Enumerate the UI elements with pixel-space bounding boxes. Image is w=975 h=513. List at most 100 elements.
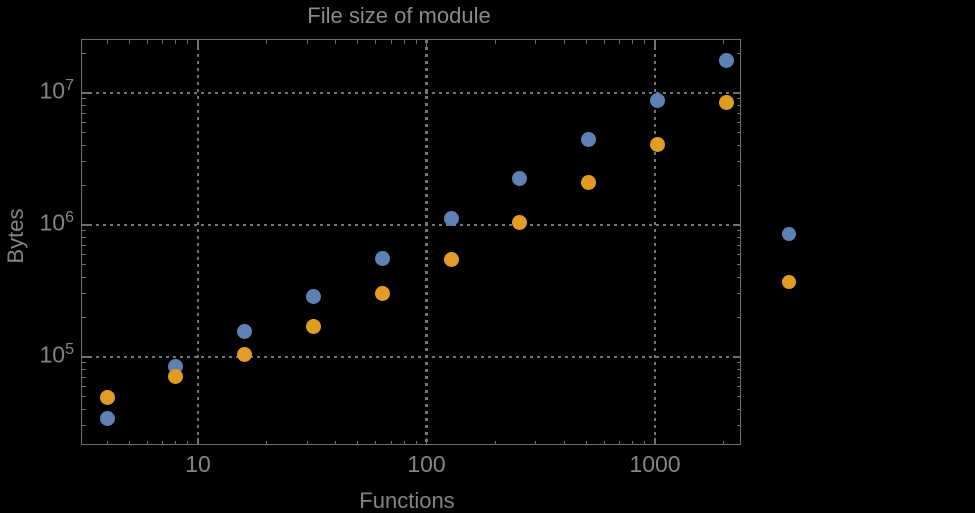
y-tick-label: 106: [0, 208, 75, 237]
x-minor-tick: [187, 440, 189, 445]
data-point-series-2-orange: [718, 95, 734, 111]
x-minor-tick: [415, 39, 417, 44]
x-minor-tick: [415, 440, 417, 445]
x-minor-tick: [162, 39, 164, 44]
y-minor-tick: [81, 132, 86, 134]
x-minor-tick: [162, 440, 164, 445]
data-point-series-1-blue: [718, 53, 734, 69]
x-minor-tick: [128, 440, 130, 445]
y-minor-tick: [81, 237, 86, 239]
legend-marker-series-1-blue: [782, 227, 796, 241]
y-minor-tick: [736, 52, 741, 54]
x-minor-tick: [644, 39, 646, 44]
y-minor-tick: [81, 121, 86, 123]
legend-marker-series-2-orange: [782, 275, 796, 289]
x-minor-tick: [403, 39, 405, 44]
data-point-series-2-orange: [99, 390, 115, 406]
x-minor-tick: [375, 440, 377, 445]
x-tick-label: 10: [185, 451, 211, 477]
data-point-series-1-blue: [305, 289, 321, 305]
y-minor-tick: [736, 376, 741, 378]
data-point-series-2-orange: [512, 214, 528, 230]
x-major-tick: [654, 437, 656, 445]
y-minor-tick: [736, 316, 741, 318]
x-gridline: [653, 39, 657, 445]
x-minor-tick: [335, 440, 337, 445]
y-minor-tick: [736, 112, 741, 114]
x-gridline: [196, 39, 200, 445]
y-tick-base: 10: [39, 341, 66, 368]
y-minor-tick: [736, 144, 741, 146]
y-minor-tick: [81, 293, 86, 295]
y-tick-exponent: 6: [65, 208, 74, 226]
y-minor-tick: [81, 376, 86, 378]
data-point-series-2-orange: [237, 346, 253, 362]
x-minor-tick: [632, 39, 634, 44]
y-minor-tick: [736, 362, 741, 364]
x-major-tick: [197, 437, 199, 445]
y-gridline: [81, 355, 741, 359]
y-minor-tick: [736, 385, 741, 387]
y-tick-exponent: 5: [65, 340, 74, 358]
y-minor-tick: [736, 230, 741, 232]
data-point-series-1-blue: [649, 93, 665, 109]
x-minor-tick: [187, 39, 189, 44]
x-minor-tick: [535, 440, 537, 445]
x-minor-tick: [266, 440, 268, 445]
y-minor-tick: [736, 293, 741, 295]
data-point-series-2-orange: [443, 251, 459, 267]
x-minor-tick: [563, 440, 565, 445]
y-tick-label: 107: [0, 77, 75, 105]
data-point-series-2-orange: [581, 175, 597, 191]
x-minor-tick: [146, 39, 148, 44]
x-minor-tick: [175, 39, 177, 44]
data-point-series-2-orange: [649, 136, 665, 152]
data-point-series-2-orange: [168, 369, 184, 385]
y-gridline: [81, 91, 741, 95]
x-major-tick: [197, 39, 199, 47]
data-point-series-1-blue: [237, 324, 253, 340]
y-minor-tick: [736, 425, 741, 427]
y-minor-tick: [736, 121, 741, 123]
x-minor-tick: [335, 39, 337, 44]
y-minor-tick: [81, 253, 86, 255]
y-minor-tick: [81, 144, 86, 146]
x-minor-tick: [619, 440, 621, 445]
y-minor-tick: [736, 161, 741, 163]
x-gridline: [425, 39, 428, 445]
x-minor-tick: [357, 39, 359, 44]
y-minor-tick: [81, 98, 86, 100]
y-minor-tick: [81, 276, 86, 278]
x-minor-tick: [723, 440, 725, 445]
x-minor-tick: [563, 39, 565, 44]
y-gridline: [81, 223, 741, 227]
x-minor-tick: [390, 39, 392, 44]
x-minor-tick: [535, 39, 537, 44]
y-minor-tick: [736, 369, 741, 371]
x-minor-tick: [106, 440, 108, 445]
y-minor-tick: [81, 161, 86, 163]
x-major-tick: [425, 437, 428, 445]
x-minor-tick: [390, 440, 392, 445]
y-minor-tick: [736, 244, 741, 246]
x-axis-label: Functions: [359, 488, 455, 513]
y-minor-tick: [736, 276, 741, 278]
y-minor-tick: [81, 244, 86, 246]
y-tick-label: 105: [0, 340, 75, 369]
x-minor-tick: [603, 440, 605, 445]
y-minor-tick: [736, 105, 741, 107]
x-minor-tick: [603, 39, 605, 44]
x-minor-tick: [175, 440, 177, 445]
data-point-series-2-orange: [305, 319, 321, 335]
y-minor-tick: [81, 425, 86, 427]
x-minor-tick: [585, 440, 587, 445]
plot-frame: [81, 39, 741, 445]
x-minor-tick: [357, 440, 359, 445]
y-major-tick: [81, 92, 89, 94]
y-minor-tick: [81, 408, 86, 410]
y-minor-tick: [736, 184, 741, 186]
x-minor-tick: [106, 39, 108, 44]
x-minor-tick: [266, 39, 268, 44]
y-minor-tick: [81, 230, 86, 232]
